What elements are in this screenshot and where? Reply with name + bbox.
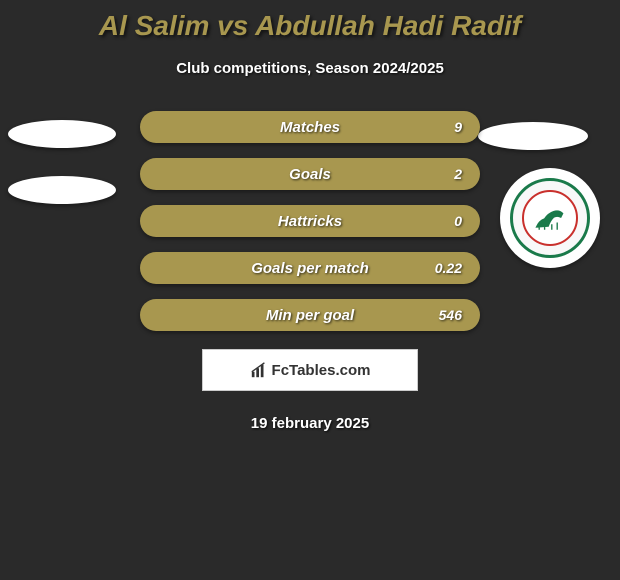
stat-row: Goals per match 0.22 <box>0 252 620 284</box>
comparison-widget: Al Salim vs Abdullah Hadi Radif Club com… <box>0 0 620 432</box>
subtitle: Club competitions, Season 2024/2025 <box>0 60 620 77</box>
stats-list: Matches 9 Goals 2 Hattricks 0 Goals per … <box>0 111 620 331</box>
stat-bar-matches: Matches 9 <box>140 111 480 143</box>
stat-bar-goals-per-match: Goals per match 0.22 <box>140 252 480 284</box>
stat-value-right: 2 <box>454 166 462 182</box>
stat-bar-hattricks: Hattricks 0 <box>140 205 480 237</box>
stat-row: Goals 2 <box>0 158 620 190</box>
stat-bar-min-per-goal: Min per goal 546 <box>140 299 480 331</box>
stat-value-right: 0.22 <box>435 260 462 276</box>
stat-label: Min per goal <box>266 307 354 324</box>
stat-bar-goals: Goals 2 <box>140 158 480 190</box>
stat-value-right: 0 <box>454 213 462 229</box>
date-label: 19 february 2025 <box>0 415 620 432</box>
stat-row: Min per goal 546 <box>0 299 620 331</box>
stat-value-right: 9 <box>454 119 462 135</box>
page-title: Al Salim vs Abdullah Hadi Radif <box>0 10 620 42</box>
stat-row: Hattricks 0 <box>0 205 620 237</box>
stat-label: Matches <box>280 119 340 136</box>
stat-row: Matches 9 <box>0 111 620 143</box>
stat-label: Goals <box>289 166 331 183</box>
stat-value-right: 546 <box>439 307 462 323</box>
bar-chart-icon <box>250 361 268 379</box>
stat-label: Goals per match <box>251 260 369 277</box>
watermark-text: FcTables.com <box>272 362 371 379</box>
watermark-badge[interactable]: FcTables.com <box>202 349 418 391</box>
stat-label: Hattricks <box>278 213 342 230</box>
